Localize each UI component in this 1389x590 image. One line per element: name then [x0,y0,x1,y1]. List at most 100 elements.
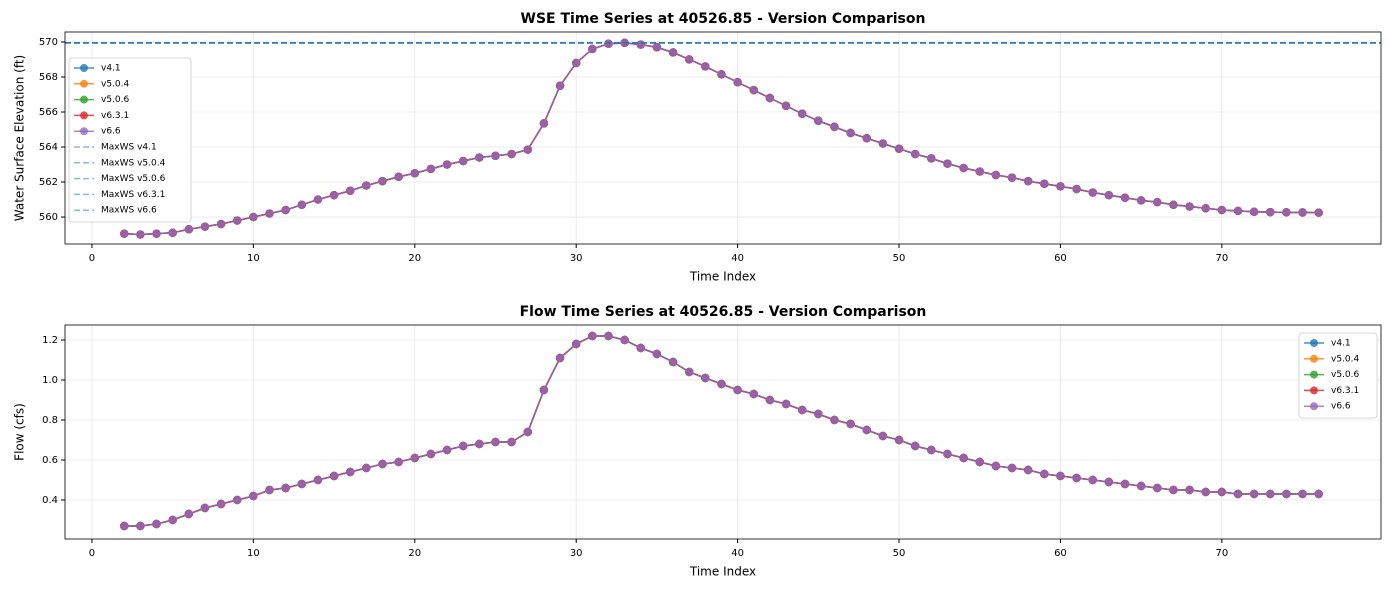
marker [313,195,323,204]
series-line [124,335,1319,527]
marker [329,471,339,481]
marker [216,499,226,509]
marker [136,230,145,239]
marker [620,335,629,345]
marker [168,228,177,237]
marker [378,459,387,469]
marker [927,445,936,455]
x-tick-label: 40 [731,548,744,559]
marker [1249,489,1259,499]
legend-marker [80,79,88,88]
marker [668,357,678,367]
marker [184,509,194,519]
x-axis-label: Time Index [689,565,756,579]
marker [1314,208,1323,217]
legend-marker [80,95,88,104]
marker [733,78,742,87]
y-tick-label: 0.4 [42,495,58,506]
marker [426,449,436,459]
axes-frame [64,31,1382,245]
legend-label: MaxWS v4.1 [101,143,157,153]
x-tick-label: 20 [408,548,421,559]
legend-label: v6.6 [1331,402,1351,412]
marker [1282,489,1291,499]
marker [233,495,242,505]
marker [297,479,306,489]
marker [636,40,645,49]
legend-label: v5.0.4 [1331,354,1360,364]
marker [1217,487,1227,497]
panel: WSE Time Series at 40526.85 - Version Co… [13,11,1382,284]
legend-marker [80,111,88,120]
marker [797,405,807,415]
legend-label: MaxWS v6.3.1 [101,190,165,200]
series-line [124,335,1319,527]
marker [1249,207,1259,216]
marker [1169,485,1178,495]
y-axis-label: Water Surface Elevation (ft) [13,55,27,221]
legend-label: v5.0.6 [101,95,130,105]
x-tick-label: 30 [570,253,583,264]
marker [1153,197,1162,207]
marker [249,491,258,501]
marker [668,48,678,57]
marker [491,437,500,447]
legend-label: v6.6 [101,127,121,137]
marker [362,463,371,473]
marker [1266,489,1275,499]
marker [120,229,129,238]
marker [1007,173,1017,182]
marker [571,58,581,68]
marker [346,467,355,477]
legend-label: MaxWS v5.0.6 [101,174,166,184]
marker [910,149,920,159]
marker [814,116,823,125]
marker [717,379,726,389]
legend-marker [1310,354,1318,363]
y-tick-label: 570 [39,37,58,48]
marker [265,485,274,495]
marker [1023,465,1033,475]
marker [830,122,839,132]
marker [765,93,775,103]
marker [636,343,645,353]
marker [1298,489,1307,499]
marker [313,475,323,485]
marker [442,160,452,169]
x-tick-label: 70 [1215,548,1228,559]
marker [684,55,694,64]
marker [1185,485,1194,495]
marker [475,439,484,449]
marker [862,134,871,143]
marker [975,167,984,176]
x-tick-label: 60 [1054,548,1067,559]
marker [733,385,742,395]
y-tick-label: 0.8 [42,415,58,426]
marker [894,435,904,445]
marker [749,85,758,95]
marker [152,229,161,238]
marker [862,425,871,435]
chart-title: WSE Time Series at 40526.85 - Version Co… [521,11,926,27]
x-tick-label: 0 [89,253,95,264]
y-tick-label: 568 [39,72,58,83]
x-tick-label: 50 [893,253,906,264]
legend-marker [1310,339,1318,347]
marker [1007,463,1017,473]
y-tick-label: 560 [39,212,58,223]
legend-marker [1310,386,1318,395]
marker [297,200,306,209]
marker [1088,188,1097,197]
marker [507,149,516,159]
y-tick-label: 0.6 [42,455,58,466]
legend-label: v5.0.4 [101,79,130,89]
marker [652,43,662,52]
marker [975,457,984,467]
series-line [124,335,1319,527]
marker [959,163,968,173]
marker [459,156,468,166]
marker [717,70,726,79]
x-axis-label: Time Index [689,270,756,284]
y-axis-label: Flow (cfs) [13,403,27,461]
